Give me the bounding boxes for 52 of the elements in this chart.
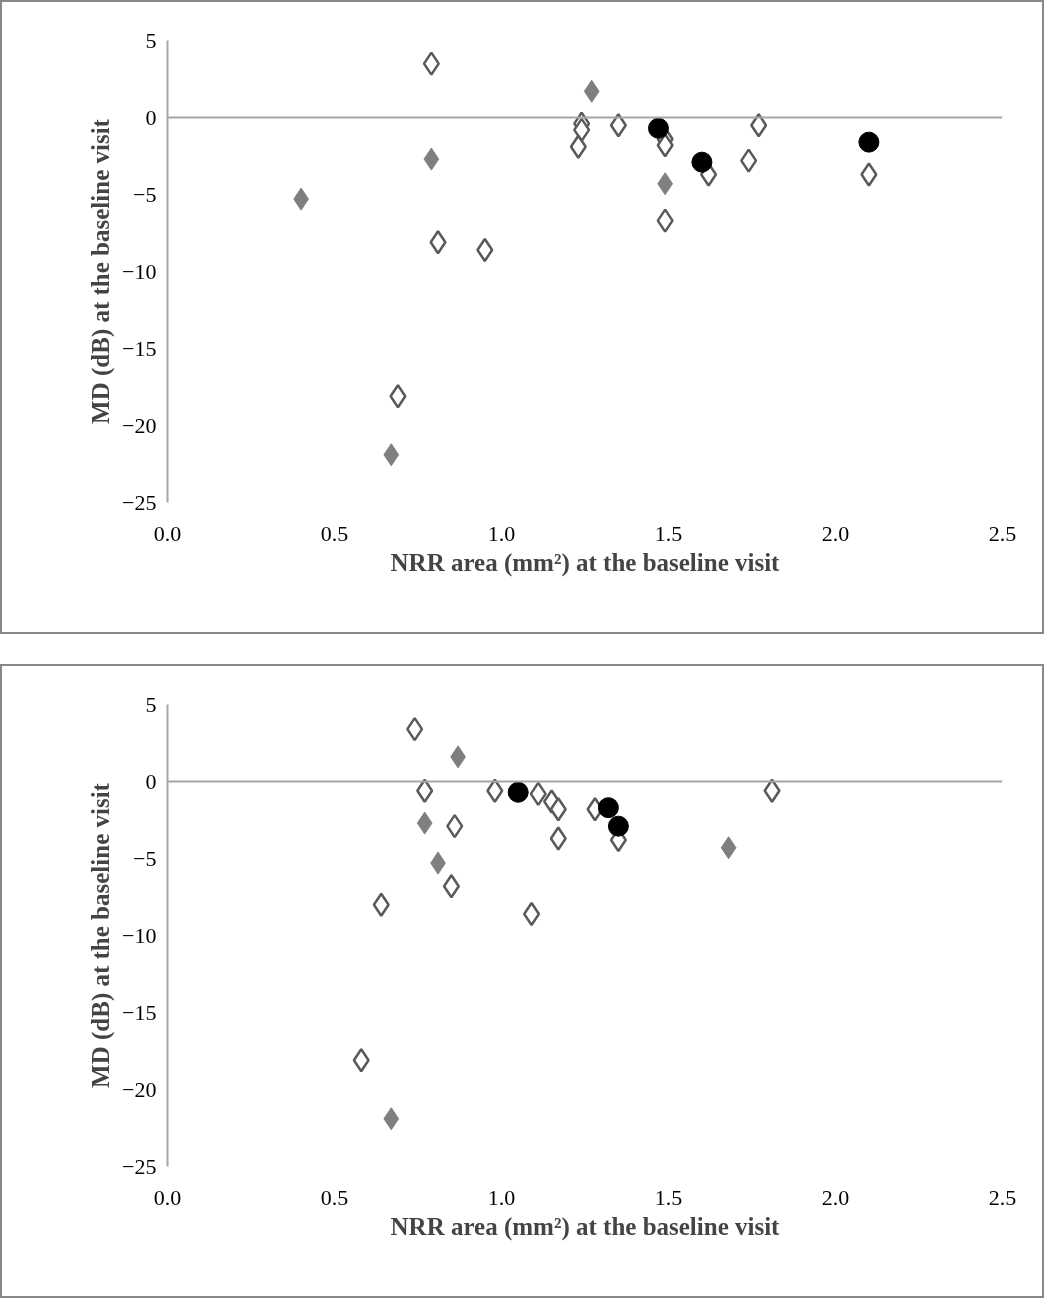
- x-tick-label: 0.5: [320, 1184, 349, 1210]
- y-tick-label: −20: [122, 1076, 157, 1102]
- y-tick-label: −10: [122, 922, 157, 948]
- point: [486, 778, 504, 803]
- point: [383, 443, 400, 467]
- y-tick-label: 5: [145, 691, 157, 717]
- point: [423, 147, 440, 171]
- x-tick-label: 2.5: [988, 1184, 1017, 1210]
- x-tick-label: 2.0: [821, 1184, 850, 1210]
- point: [383, 1107, 400, 1131]
- x-axis-title: NRR area (mm²) at the baseline visit: [390, 1212, 781, 1241]
- point: [416, 778, 434, 803]
- x-tick-label: 0.0: [153, 1184, 182, 1210]
- y-tick-label: −15: [122, 999, 157, 1025]
- y-tick-label: −5: [133, 845, 157, 871]
- point: [860, 162, 878, 187]
- x-tick-label: 1.5: [654, 1184, 683, 1210]
- y-tick-label: −15: [122, 335, 157, 361]
- point: [647, 117, 669, 139]
- point: [597, 797, 619, 819]
- x-tick-label: 1.0: [487, 1184, 516, 1210]
- x-tick-label: 2.5: [988, 520, 1017, 546]
- point: [858, 131, 880, 153]
- point: [422, 51, 440, 76]
- point: [583, 79, 600, 103]
- point: [522, 901, 541, 927]
- y-tick-label: 0: [145, 768, 157, 794]
- y-tick-label: 5: [145, 27, 157, 53]
- y-tick-label: −10: [122, 258, 157, 284]
- x-tick-label: 0.0: [153, 520, 182, 546]
- point: [372, 892, 390, 917]
- point: [740, 148, 758, 173]
- point: [720, 836, 737, 860]
- y-axis-title: MD (dB) at the baseline visit: [87, 782, 116, 1088]
- y-axis-title: MD (dB) at the baseline visit: [87, 118, 116, 424]
- point: [607, 815, 629, 837]
- y-tick-label: −5: [133, 181, 157, 207]
- y-tick-label: −25: [122, 1153, 157, 1179]
- point: [549, 826, 567, 851]
- point: [507, 781, 529, 803]
- x-tick-label: 2.0: [821, 520, 850, 546]
- point: [416, 811, 433, 835]
- y-tick-label: −20: [122, 412, 157, 438]
- y-tick-label: −25: [122, 489, 157, 515]
- y-tick-label: 0: [145, 104, 157, 130]
- x-axis-title: NRR area (mm²) at the baseline visit: [390, 548, 781, 577]
- point: [656, 208, 674, 233]
- point: [763, 778, 781, 803]
- x-tick-label: 1.0: [487, 520, 516, 546]
- point: [691, 151, 713, 173]
- x-tick-label: 1.5: [654, 520, 683, 546]
- x-tick-label: 0.5: [320, 520, 349, 546]
